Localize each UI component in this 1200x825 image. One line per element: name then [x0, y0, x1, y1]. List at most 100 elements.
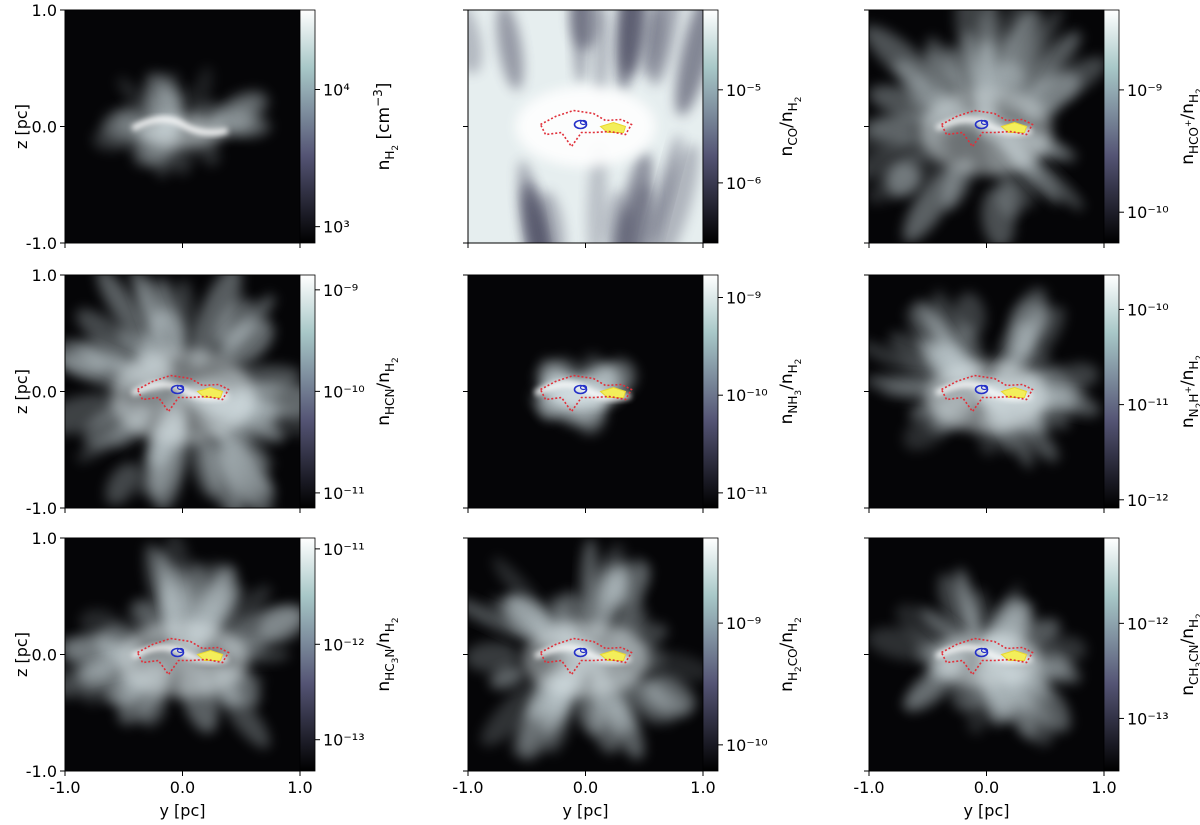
colorbar-label-part: n [374, 415, 394, 426]
colorbar-tick-label: 10⁻¹² [1127, 614, 1169, 633]
y-tick-label: 1.0 [32, 1, 57, 20]
glow [116, 621, 249, 698]
colorbar-label-part: 2 [391, 357, 401, 363]
colorbar-label-part: H [383, 363, 397, 372]
wisp [65, 667, 113, 700]
red-contour [136, 637, 230, 676]
wisp [101, 108, 150, 144]
y-axis-label: z [pc] [12, 104, 31, 149]
colorbar-label-part: ] [374, 83, 394, 90]
streak [619, 10, 650, 77]
x-tick-label: -1.0 [853, 778, 884, 797]
red-contour [136, 374, 230, 413]
colorbar-label-part: /n [374, 372, 394, 389]
streak [526, 192, 547, 243]
wisp [599, 567, 626, 605]
panel: 10⁻⁶ 10⁻⁵ nCO/nH2 [421, 0, 804, 248]
colorbar-label-part: H [786, 102, 800, 111]
colorbar-label-part: 2 [1195, 403, 1200, 409]
blue-contour [579, 119, 588, 126]
colorbar [299, 9, 316, 244]
wisp [869, 341, 943, 382]
colorbar-label-part: H [1187, 394, 1200, 403]
streak [421, 0, 458, 71]
colorbar-label-part: H [383, 151, 397, 160]
wisp [190, 275, 242, 368]
x-tick-label: 1.0 [690, 778, 715, 797]
colorbar-label-part: n [1178, 417, 1198, 428]
image [869, 538, 1104, 771]
colorbar-label-part: n [1178, 154, 1198, 165]
wisp [224, 585, 272, 630]
y-tick-label: -1.0 [26, 762, 57, 781]
y-tick-label: 0.0 [32, 646, 57, 665]
colorbar-label-part: NH [786, 396, 800, 414]
colorbar-tick-label: 10⁻⁶ [726, 174, 761, 193]
wisp [885, 163, 922, 197]
streak [675, 10, 703, 116]
colorbar-tick-label: 10⁻¹⁰ [1127, 203, 1169, 222]
colorbar-label-part: /n [1178, 628, 1198, 645]
wisp [258, 607, 300, 643]
streak [537, 190, 566, 243]
blue-contour [974, 384, 989, 395]
blue-contour [170, 647, 185, 658]
colorbar-tick-label: 10⁻⁵ [726, 81, 761, 100]
wisp [156, 277, 182, 358]
colorbar-label-part: 3 [1195, 662, 1200, 668]
colorbar-tick-label: 10⁻¹⁰ [726, 736, 768, 755]
wisp [188, 66, 213, 124]
wisp [130, 275, 169, 357]
streak [616, 152, 654, 243]
red-contour [940, 637, 1034, 676]
wisp [916, 299, 960, 363]
image [869, 275, 1104, 508]
x-tick-label: 1.0 [287, 778, 312, 797]
y-tick-label: 1.0 [32, 266, 57, 285]
colorbar-label-part: + [1184, 386, 1194, 394]
filament [131, 116, 229, 136]
colorbar [299, 274, 316, 509]
red-contour [539, 637, 633, 676]
colorbar-label-part: [cm [374, 107, 394, 145]
colorbar-tick-label: 10⁻⁹ [323, 281, 358, 300]
colorbar-label-part: CH [1187, 668, 1200, 685]
wisp [983, 682, 1009, 726]
image [65, 10, 300, 243]
colorbar-label-part: 3 [391, 658, 401, 664]
glow [926, 360, 1047, 433]
image [65, 275, 300, 508]
colorbar-label-part: N [383, 649, 397, 658]
colorbar-label-part: /n [777, 373, 797, 390]
colorbar-label-part: 2 [794, 359, 804, 365]
wisp [96, 275, 157, 356]
colorbar-label-part: 2 [1195, 88, 1200, 94]
x-tick-label: 0.0 [974, 778, 999, 797]
wisp [184, 562, 228, 640]
colorbar-label: nN2H+/nH2 [1178, 355, 1200, 428]
colorbar-label-part: 2 [1195, 613, 1200, 619]
streak [496, 10, 524, 91]
colorbar-label-part: n [374, 681, 394, 692]
colorbar-label-part: HC [383, 663, 397, 680]
y-tick-label: 0.0 [32, 383, 57, 402]
wisp [201, 438, 245, 508]
colorbar-label-part: /n [777, 111, 797, 128]
colorbar-label-part: 2 [794, 617, 804, 623]
colorbar [1103, 274, 1120, 509]
colorbar-tick-label: 10⁻⁹ [726, 614, 761, 633]
colorbar-label-part: 2 [391, 145, 401, 151]
colorbar [702, 537, 719, 772]
colorbar [1103, 537, 1120, 772]
glow [111, 348, 254, 445]
streak [468, 10, 483, 74]
wisp [646, 675, 697, 714]
glow [522, 621, 649, 698]
colorbar [702, 9, 719, 244]
colorbar-label: nCH3CN/nH2 [1178, 613, 1200, 696]
colorbar-label-part: H [383, 623, 397, 632]
panel: -1.0 0.0 1.0 z [pc] 10³ 10⁴ nH2 [cm−3] [12, 1, 401, 253]
colorbar-tick-label: 10³ [323, 218, 350, 237]
colorbar-label-part: n [777, 414, 797, 425]
